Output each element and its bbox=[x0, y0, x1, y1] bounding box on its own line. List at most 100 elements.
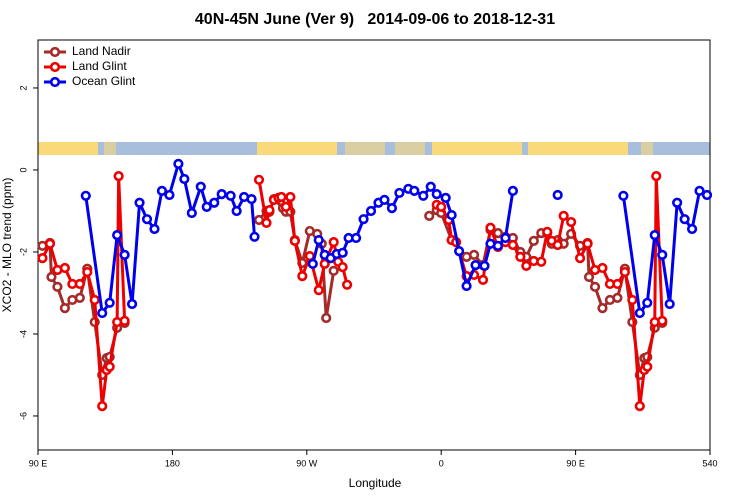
chart-title: 40N-45N June (Ver 9) 2014-09-06 to 2018-… bbox=[195, 11, 555, 28]
x-tick-label: 540 bbox=[702, 458, 717, 468]
data-point bbox=[642, 361, 653, 372]
data-point bbox=[186, 207, 197, 219]
data-point bbox=[485, 222, 496, 233]
x-tick-label: 180 bbox=[165, 458, 180, 468]
data-point bbox=[657, 315, 668, 326]
data-point bbox=[264, 205, 275, 216]
data-point bbox=[528, 235, 539, 246]
data-point bbox=[59, 262, 70, 274]
data-point bbox=[657, 249, 668, 260]
data-point bbox=[634, 401, 645, 412]
legend-label: Land Nadir bbox=[72, 44, 131, 58]
data-point bbox=[337, 262, 348, 273]
data-point bbox=[156, 185, 168, 196]
data-point bbox=[425, 181, 436, 192]
data-point bbox=[507, 239, 518, 251]
data-point bbox=[642, 297, 653, 308]
data-point bbox=[672, 197, 683, 208]
y-tick-label: 2 bbox=[18, 85, 28, 90]
data-point bbox=[612, 278, 623, 290]
data-point bbox=[119, 315, 130, 326]
plot-frame bbox=[37, 39, 711, 451]
x-tick-label: 90 W bbox=[296, 458, 318, 468]
data-point bbox=[468, 249, 480, 260]
data-point bbox=[280, 201, 291, 212]
data-point bbox=[112, 230, 123, 241]
data-point bbox=[313, 234, 324, 246]
data-point bbox=[134, 197, 145, 208]
legend-swatch-marker bbox=[49, 46, 61, 58]
data-point bbox=[246, 193, 257, 205]
data-point bbox=[342, 279, 353, 290]
data-point bbox=[552, 189, 563, 201]
data-point bbox=[597, 303, 608, 314]
data-point bbox=[536, 256, 547, 267]
data-point bbox=[337, 247, 348, 258]
data-point bbox=[80, 190, 91, 201]
data-point bbox=[446, 209, 457, 221]
data-point bbox=[477, 274, 489, 285]
data-point bbox=[285, 191, 296, 203]
legend-swatch-marker bbox=[49, 76, 61, 88]
data-point bbox=[409, 185, 420, 196]
data-point bbox=[216, 189, 227, 200]
data-point bbox=[574, 253, 586, 264]
data-point bbox=[627, 294, 638, 306]
data-point bbox=[74, 292, 85, 303]
data-point bbox=[225, 190, 236, 201]
data-point bbox=[552, 239, 563, 251]
data-point bbox=[319, 258, 330, 269]
data-point bbox=[634, 307, 645, 319]
data-point bbox=[249, 231, 260, 242]
data-point bbox=[164, 189, 175, 201]
data-point bbox=[350, 232, 362, 244]
data-point bbox=[436, 201, 447, 212]
data-point bbox=[386, 203, 398, 214]
x-tick-label: 90 E bbox=[566, 458, 585, 468]
data-point bbox=[141, 214, 153, 225]
y-tick-label: -4 bbox=[18, 330, 28, 338]
y-axis-label: XCO2 - MLO trend (ppm) bbox=[0, 178, 14, 313]
data-point bbox=[37, 253, 48, 264]
data-point bbox=[276, 191, 287, 203]
data-point bbox=[558, 210, 569, 221]
data-point bbox=[521, 260, 532, 272]
y-tick-label: -2 bbox=[18, 248, 28, 256]
x-tick-label: 0 bbox=[439, 458, 444, 468]
data-point bbox=[97, 401, 108, 412]
data-point bbox=[358, 214, 369, 225]
data-point bbox=[104, 361, 115, 372]
data-point bbox=[470, 259, 481, 271]
data-point bbox=[507, 185, 518, 196]
data-point bbox=[74, 278, 85, 290]
data-point bbox=[297, 271, 308, 282]
data-point bbox=[566, 216, 577, 228]
data-point bbox=[119, 249, 130, 260]
data-point bbox=[365, 205, 377, 217]
legend-swatch-marker bbox=[49, 61, 61, 73]
data-point bbox=[440, 192, 451, 203]
data-point bbox=[104, 297, 115, 308]
data-point bbox=[52, 281, 63, 292]
data-point bbox=[679, 214, 690, 225]
data-point bbox=[149, 223, 160, 235]
data-point bbox=[59, 303, 70, 314]
data-point bbox=[113, 171, 124, 182]
data-point bbox=[515, 251, 526, 262]
data-point bbox=[173, 158, 184, 169]
data-point bbox=[313, 285, 324, 296]
data-point bbox=[686, 223, 698, 235]
legend-label: Land Glint bbox=[72, 59, 127, 73]
y-tick-label: 0 bbox=[18, 167, 28, 172]
data-point bbox=[479, 260, 490, 272]
data-point bbox=[82, 266, 93, 278]
x-axis-label: Longitude bbox=[349, 476, 402, 490]
data-point bbox=[500, 232, 511, 244]
data-point bbox=[328, 265, 339, 276]
data-point bbox=[618, 190, 629, 201]
data-point bbox=[179, 173, 190, 185]
data-point bbox=[261, 217, 272, 228]
data-point bbox=[694, 185, 705, 196]
data-point bbox=[612, 292, 623, 303]
data-point bbox=[649, 230, 660, 241]
